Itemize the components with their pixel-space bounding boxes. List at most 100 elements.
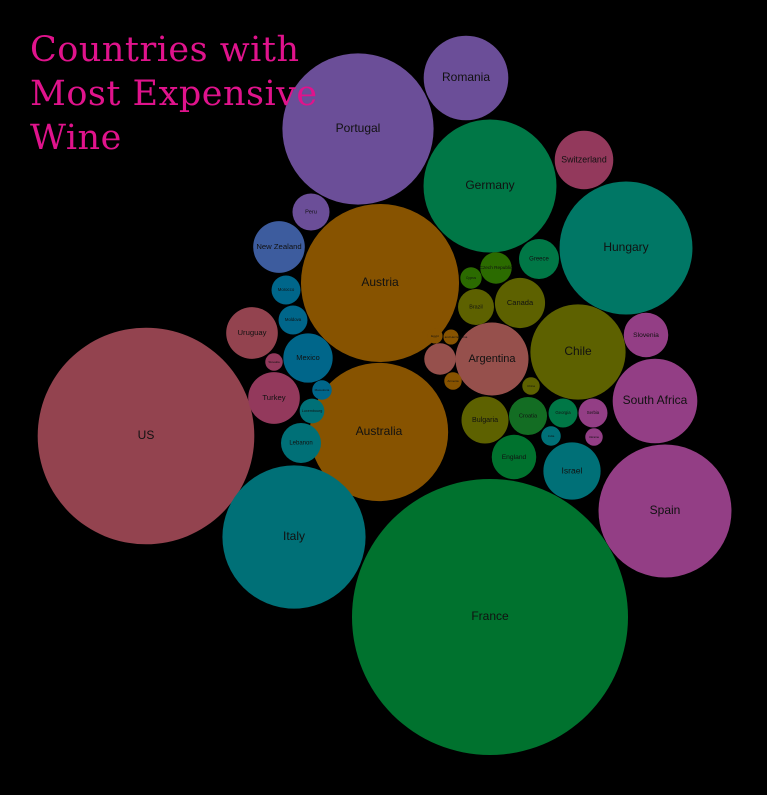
bubble-ukraine: Ukraine [585,428,603,446]
bubble-label: Switzerland [561,154,607,164]
bubble-circle [541,426,561,446]
bubble-label: Romania [442,70,490,84]
bubble-circle [309,362,449,502]
bubble-label: Germany [465,178,514,192]
bubble-label: Australia [356,424,403,438]
bubble-france: France [352,479,628,755]
bubble-label: Spain [650,503,681,517]
bubble-brazil: Brazil [458,289,494,325]
bubble-label: New Zealand [256,242,301,251]
bubble-new-zealand: New Zealand [253,221,305,273]
bubble-label: England [502,454,527,461]
bubble-label: Turkey [262,393,285,402]
bubble-unlabeled [424,343,456,375]
bubble-label: Uruguay [237,328,266,337]
bubble-label: Bulgaria [472,416,498,424]
bubble-circle [598,444,732,578]
bubble-label: Croatia [519,414,538,420]
bubble-label: Egypt [431,334,439,338]
bubble-israel: Israel [543,442,601,500]
bubble-label: Chile [564,344,592,358]
bubble-label: Portugal [336,121,381,135]
bubble-circle [352,479,628,755]
bubble-circle [554,130,614,190]
bubble-canada: Canada [494,277,546,329]
bubble-label: Canada [507,298,534,307]
bubble-circle [312,380,332,400]
bubble-circle [226,307,278,359]
bubble-spain: Spain [598,444,732,578]
bubble-morocco: Morocco [271,275,301,305]
bubble-label: Moldova [285,317,302,322]
bubble-circle [578,398,608,428]
bubble-circle [612,358,698,444]
bubble-armenia: Armenia [444,372,462,390]
bubble-greece: Greece [519,239,559,279]
bubble-china: China [522,377,540,395]
bubble-luxembourg: Luxembourg [299,398,325,424]
bubble-bosnia-and-herzegovina: Bosnia and Herzegovina [435,329,468,345]
bubble-circle [283,333,333,383]
bubble-lebanon: Lebanon [281,423,321,463]
bubble-hungary: Hungary [559,181,693,315]
bubble-circle [253,221,305,273]
bubble-label: Czech Republic [480,265,513,270]
bubble-chile: Chile [530,304,626,400]
bubble-circle [508,396,548,436]
bubble-label: Serbia [587,410,600,415]
bubble-label: Macedonia [315,388,330,392]
bubble-romania: Romania [423,35,509,121]
bubble-circle [299,398,325,424]
bubble-macedonia: Macedonia [312,380,332,400]
bubble-england: England [491,434,537,480]
bubble-slovakia: Slovakia [265,353,283,371]
bubble-circle [444,372,462,390]
bubble-circle [300,203,460,363]
bubble-india: India [541,426,561,446]
bubble-label: Greece [529,257,549,263]
bubble-circle [623,312,669,358]
bubble-label: South Africa [623,393,688,407]
bubble-circle [423,35,509,121]
bubble-circle [455,322,529,396]
bubble-circle [458,289,494,325]
chart-title: Countries with Most Expensive Wine [30,30,318,158]
bubble-uruguay: Uruguay [226,307,278,359]
bubble-circle [548,398,578,428]
bubble-circle [494,277,546,329]
bubble-circle [292,193,330,231]
bubble-label: Morocco [278,287,295,292]
bubble-label: India [548,434,555,438]
bubble-switzerland: Switzerland [554,130,614,190]
bubble-circle [271,275,301,305]
bubble-circle [585,428,603,446]
bubble-moldova: Moldova [278,305,308,335]
bubble-portugal: Portugal [282,53,434,205]
bubble-label: France [471,609,509,623]
bubble-slovenia: Slovenia [623,312,669,358]
bubble-circle [265,353,283,371]
bubble-cyprus: Cyprus [460,267,482,289]
bubble-circle [282,53,434,205]
bubble-circle [522,377,540,395]
bubble-circle [491,434,537,480]
bubble-label: Mexico [296,353,319,362]
bubble-circle [248,372,300,424]
bubble-serbia: Serbia [578,398,608,428]
bubble-circle [530,304,626,400]
bubble-czech-republic: Czech Republic [480,252,513,284]
bubble-south-africa: South Africa [612,358,698,444]
bubble-circle [427,328,443,344]
bubble-label: Georgia [555,410,571,415]
bubble-label: Slovakia [268,360,280,364]
bubble-circle [559,181,693,315]
bubble-circle [424,343,456,375]
bubble-label: Luxembourg [302,409,323,413]
bubble-bulgaria: Bulgaria [461,396,509,444]
bubble-label: Slovenia [633,332,659,339]
bubble-circle [222,465,366,609]
bubble-peru: Peru [292,193,330,231]
bubble-germany: Germany [423,119,557,253]
